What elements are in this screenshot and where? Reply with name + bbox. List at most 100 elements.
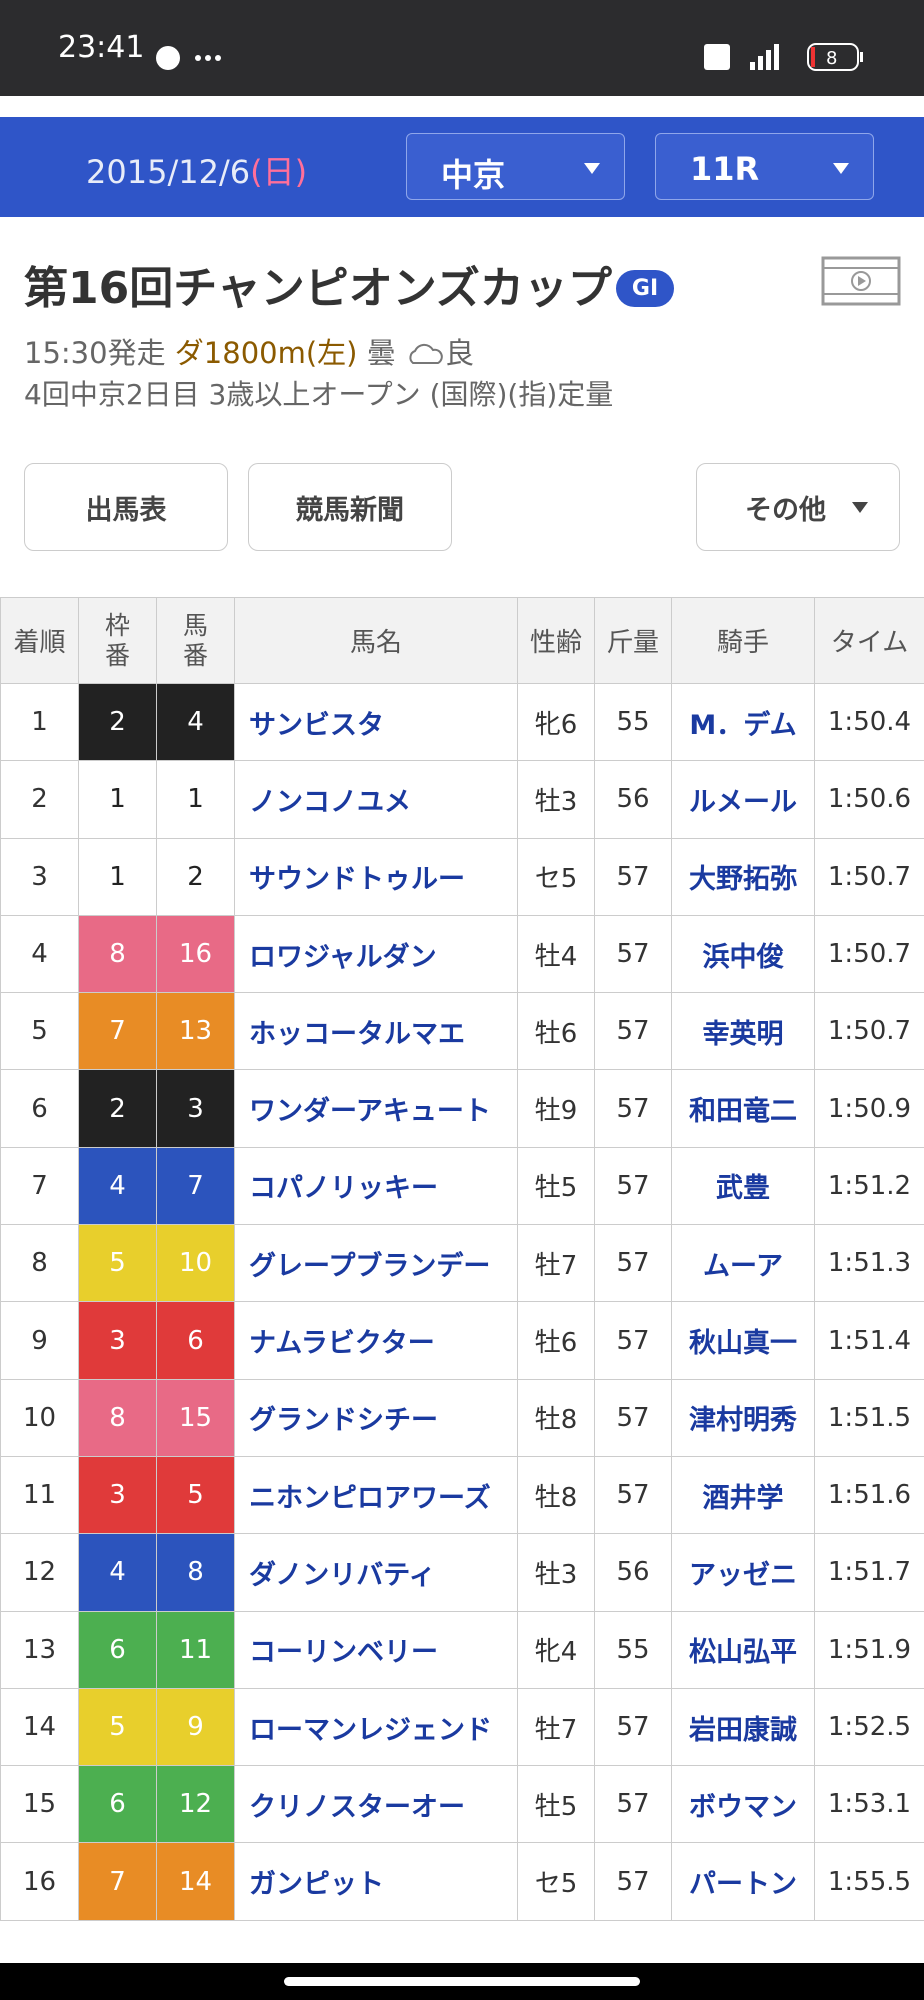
signal-icons <box>704 43 863 71</box>
jockey[interactable]: 大野拓弥 <box>671 837 815 916</box>
race-select[interactable]: 11R <box>655 133 874 200</box>
rank: 15 <box>0 1765 79 1844</box>
column-header: 着順 <box>0 597 79 684</box>
horse-name[interactable]: ニホンピロアワーズ <box>234 1455 518 1535</box>
jockey[interactable]: 和田竜二 <box>671 1069 815 1148</box>
time: 1:50.9 <box>814 1069 924 1148</box>
weight: 57 <box>594 1069 672 1148</box>
jockey[interactable]: 松山弘平 <box>671 1610 815 1689</box>
going: 良 <box>444 336 474 370</box>
horse-name[interactable]: コパノリッキー <box>234 1146 518 1226</box>
time: 1:51.5 <box>814 1378 924 1457</box>
jockey[interactable]: 秋山真一 <box>671 1301 815 1380</box>
number: 6 <box>156 1301 235 1380</box>
horse-name[interactable]: ダノンリバティ <box>234 1533 518 1612</box>
horse-name[interactable]: グランドシチー <box>234 1378 518 1457</box>
rank: 3 <box>0 837 79 916</box>
weight: 56 <box>594 1533 672 1612</box>
frame: 3 <box>78 1455 157 1535</box>
jockey[interactable]: 浜中俊 <box>671 914 815 994</box>
number: 13 <box>156 992 235 1071</box>
sex-age: 牡8 <box>517 1455 595 1535</box>
horse-name[interactable]: ワンダーアキュート <box>234 1069 518 1148</box>
time: 1:50.7 <box>814 914 924 994</box>
jockey[interactable]: 岩田康誠 <box>671 1687 815 1767</box>
horse-name[interactable]: ナムラビクター <box>234 1301 518 1380</box>
jockey[interactable]: ムーア <box>671 1224 815 1303</box>
venue-select[interactable]: 中京 <box>406 133 625 200</box>
arrow <box>852 502 868 513</box>
sex-age: 牡3 <box>517 760 595 839</box>
horse-name[interactable]: ローマンレジェンド <box>234 1687 518 1767</box>
horse-name[interactable]: ノンコノユメ <box>234 760 518 839</box>
frame: 5 <box>78 1224 157 1303</box>
result-row: 6 2 3 ワンダーアキュート 牡9 57 和田竜二 1:50.9 <box>0 1069 924 1148</box>
grade-badge: GI <box>615 270 675 307</box>
horse-name[interactable]: コーリンベリー <box>234 1610 518 1689</box>
race-title: 第16回チャンピオンズカップ GI <box>24 252 675 316</box>
result-row: 13 6 11 コーリンベリー 牝4 55 松山弘平 1:51.9 <box>0 1610 924 1689</box>
horse-name[interactable]: ロワジャルダン <box>234 914 518 994</box>
jockey[interactable]: パートン <box>671 1842 815 1921</box>
home-handle[interactable] <box>284 1977 640 1986</box>
weight: 57 <box>594 837 672 916</box>
tab-button[interactable]: 競馬新聞 <box>248 463 452 551</box>
frame: 2 <box>78 1069 157 1148</box>
course: ダ1800m(左) <box>174 336 358 370</box>
number: 16 <box>156 914 235 994</box>
result-row: 15 6 12 クリノスターオー 牡5 57 ボウマン 1:53.1 <box>0 1765 924 1844</box>
result-row: 11 3 5 ニホンピロアワーズ 牡8 57 酒井学 1:51.6 <box>0 1455 924 1535</box>
frame: 4 <box>78 1146 157 1226</box>
sex-age: 牡6 <box>517 992 595 1071</box>
weather: 曇 <box>366 336 396 370</box>
jockey[interactable]: 武豊 <box>671 1146 815 1226</box>
rank: 7 <box>0 1146 79 1226</box>
jockey[interactable]: 酒井学 <box>671 1455 815 1535</box>
weight: 55 <box>594 682 672 762</box>
rank: 10 <box>0 1378 79 1457</box>
tab-button[interactable]: 出馬表 <box>24 463 228 551</box>
rank: 12 <box>0 1533 79 1612</box>
header-row: 着順 枠番 馬番 馬名 性齢 斤量 騎手 タイム <box>0 597 924 684</box>
jockey[interactable]: M．デム <box>671 682 815 762</box>
number: 4 <box>156 682 235 762</box>
weight: 57 <box>594 1842 672 1921</box>
column-header: 馬名 <box>234 597 518 684</box>
rank: 8 <box>0 1224 79 1303</box>
jockey[interactable]: ルメール <box>671 760 815 839</box>
jockey[interactable]: 津村明秀 <box>671 1378 815 1457</box>
horse-name[interactable]: クリノスターオー <box>234 1765 518 1844</box>
column-header: 馬番 <box>156 597 235 684</box>
jockey[interactable]: ボウマン <box>671 1765 815 1844</box>
frame: 7 <box>78 992 157 1071</box>
table-body: 1 2 4 サンビスタ 牝6 55 M．デム 1:50.4 2 1 1 ノンコノユメ 牡3 56 ルメール 1… <box>0 682 924 1921</box>
result-row: 14 5 9 ローマンレジェンド 牡7 57 岩田康誠 1:52.5 <box>0 1687 924 1767</box>
sex-age: 牡7 <box>517 1224 595 1303</box>
more-button[interactable]: その他 <box>696 463 900 551</box>
horse-name[interactable]: ホッコータルマエ <box>234 992 518 1071</box>
jockey[interactable]: 幸英明 <box>671 992 815 1071</box>
time: 23:41 <box>58 30 145 65</box>
jockey[interactable]: アッゼニ <box>671 1533 815 1612</box>
horse-name[interactable]: グレープブランデー <box>234 1224 518 1303</box>
horse-name[interactable]: サウンドトゥルー <box>234 837 518 916</box>
sex-age: セ5 <box>517 837 595 916</box>
time: 1:51.4 <box>814 1301 924 1380</box>
horse-name[interactable]: ガンピット <box>234 1842 518 1921</box>
number: 11 <box>156 1610 235 1689</box>
frame: 8 <box>78 914 157 994</box>
result-row: 9 3 6 ナムラビクター 牡6 57 秋山真一 1:51.4 <box>0 1301 924 1380</box>
result-row: 2 1 1 ノンコノユメ 牡3 56 ルメール 1:50.6 <box>0 760 924 839</box>
result-row: 3 1 2 サウンドトゥルー セ5 57 大野拓弥 1:50.7 <box>0 837 924 916</box>
video-icon[interactable] <box>821 256 901 306</box>
time: 1:51.9 <box>814 1610 924 1689</box>
rank: 6 <box>0 1069 79 1148</box>
result-row: 12 4 8 ダノンリバティ 牡3 56 アッゼニ 1:51.7 <box>0 1533 924 1612</box>
race-conditions: 4回中京2日目 3歳以上オープン (国際)(指)定量 <box>24 378 614 411</box>
start-time: 15:30発走 <box>24 336 166 370</box>
column-header: 斤量 <box>594 597 672 684</box>
horse-name[interactable]: サンビスタ <box>234 682 518 762</box>
race-info: 15:30発走 ダ1800m(左) 曇 良 <box>24 330 474 372</box>
rank: 1 <box>0 682 79 762</box>
